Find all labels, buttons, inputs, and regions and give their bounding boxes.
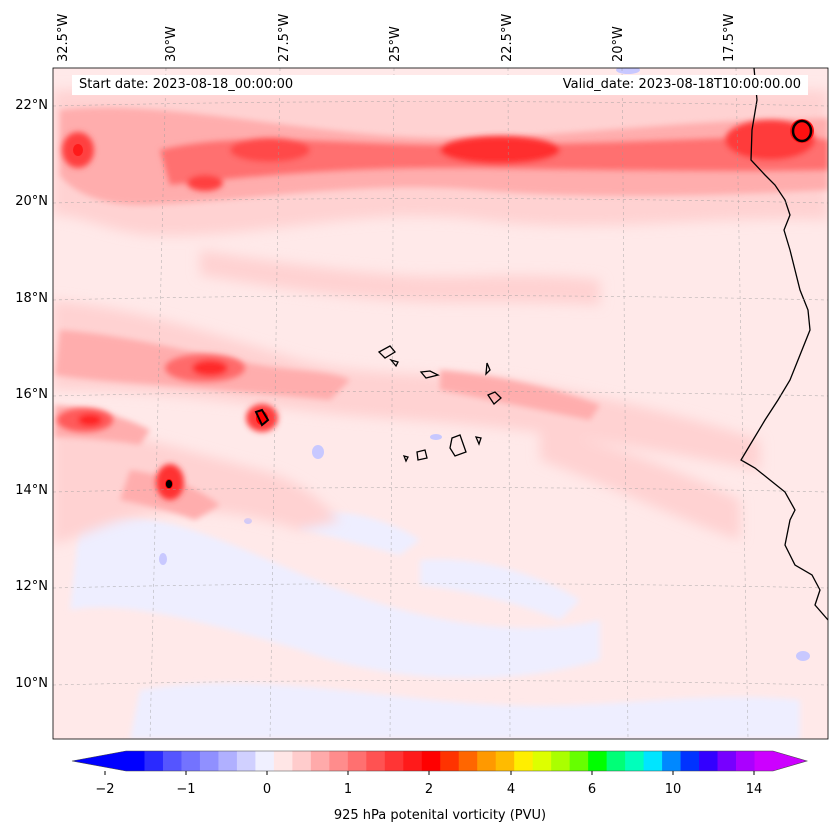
colorbar-outline xyxy=(71,750,809,772)
colorbar-cell xyxy=(181,751,201,771)
colorbar-cell xyxy=(199,751,219,771)
colorbar-cell xyxy=(329,751,349,771)
lon-label-27-5w: 27.5°W xyxy=(277,13,292,62)
colorbar-cell xyxy=(366,751,386,771)
colorbar-cell xyxy=(588,751,608,771)
colorbar-tick-label: 10 xyxy=(664,782,682,797)
colorbar-cell xyxy=(421,751,441,771)
lat-label-12n: 12°N xyxy=(15,579,48,594)
islands xyxy=(165,119,813,489)
colorbar-cell xyxy=(477,751,497,771)
colorbar-tick-label: 1 xyxy=(343,782,353,797)
colorbar-cell xyxy=(643,751,663,771)
pv-field xyxy=(53,68,828,739)
colorbar-cell xyxy=(625,751,644,771)
colorbar-cell xyxy=(717,751,737,771)
colorbar-tick-label: 14 xyxy=(745,782,763,797)
colorbar-cell xyxy=(754,751,774,771)
lat-label-22n: 22°N xyxy=(15,98,48,113)
colorbar-cell xyxy=(255,751,275,771)
lon-label-32-5w: 32.5°W xyxy=(56,13,71,62)
lat-label-18n: 18°N xyxy=(15,291,48,306)
lat-label-20n: 20°N xyxy=(15,194,48,209)
colorbar-tick-label: 4 xyxy=(506,782,516,797)
colorbar-cells xyxy=(126,751,774,771)
colorbar-cell xyxy=(662,751,681,771)
info-box xyxy=(72,75,808,95)
colorbar-cell xyxy=(440,751,460,771)
lon-label-25w: 25°W xyxy=(388,26,403,62)
colorbar xyxy=(71,750,809,775)
colorbar-extend-low xyxy=(72,751,126,771)
colorbar-cell xyxy=(347,751,367,771)
gridlines xyxy=(53,68,828,739)
colorbar-cell xyxy=(273,751,293,771)
colorbar-cell xyxy=(514,751,534,771)
colorbar-cell xyxy=(384,751,404,771)
colorbar-cell xyxy=(736,751,755,771)
colorbar-tick-label: −1 xyxy=(176,782,196,797)
valid-date-label: Valid_date: 2023-08-18T10:00:00.00 xyxy=(562,77,801,92)
pv-cores xyxy=(57,120,828,500)
lon-label-22-5w: 22.5°W xyxy=(500,13,515,62)
colorbar-cell xyxy=(699,751,718,771)
colorbar-tick-label: −2 xyxy=(95,782,115,797)
colorbar-cell xyxy=(218,751,238,771)
colorbar-tick-label: 6 xyxy=(587,782,597,797)
lon-label-30w: 30°W xyxy=(164,26,179,62)
colorbar-cell xyxy=(403,751,423,771)
colorbar-cell xyxy=(162,751,182,771)
colorbar-cell xyxy=(144,751,164,771)
negative-pv-spots xyxy=(159,68,810,661)
negative-pv-patches xyxy=(70,511,800,739)
lat-label-14n: 14°N xyxy=(15,483,48,498)
colorbar-tick-label: 0 xyxy=(262,782,272,797)
colorbar-cell xyxy=(606,751,626,771)
coastline xyxy=(740,68,828,621)
colorbar-label: 925 hPa potenital vorticity (PVU) xyxy=(333,808,547,823)
colorbar-cell xyxy=(532,751,552,771)
colorbar-cell xyxy=(236,751,256,771)
colorbar-cell xyxy=(126,751,145,771)
lat-label-10n: 10°N xyxy=(15,676,48,691)
colorbar-tick-marks xyxy=(104,771,755,775)
lon-label-17-5w: 17.5°W xyxy=(722,13,737,62)
lon-label-20w: 20°W xyxy=(611,26,626,62)
colorbar-tick-label: 2 xyxy=(424,782,434,797)
map-frame xyxy=(52,67,829,740)
colorbar-cell xyxy=(495,751,515,771)
colorbar-extend-high xyxy=(773,751,807,771)
colorbar-cell xyxy=(551,751,571,771)
colorbar-cell xyxy=(292,751,312,771)
colorbar-cell xyxy=(310,751,330,771)
colorbar-cell xyxy=(458,751,478,771)
colorbar-cell xyxy=(569,751,589,771)
colorbar-cell xyxy=(680,751,700,771)
lat-label-16n: 16°N xyxy=(15,387,48,402)
start-date-label: Start date: 2023-08-18_00:00:00 xyxy=(79,77,294,92)
